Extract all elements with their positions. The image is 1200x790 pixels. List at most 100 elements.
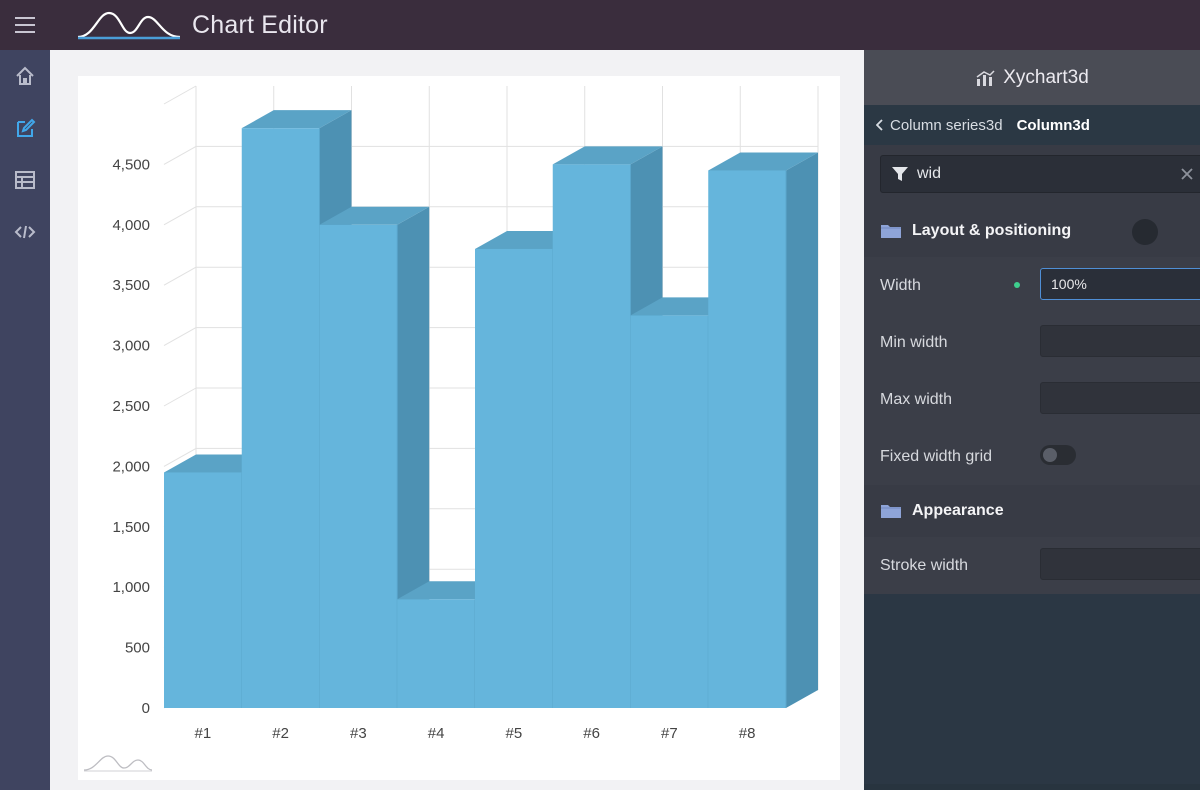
clear-filter-button[interactable] — [1177, 164, 1197, 184]
toggle-knob — [1043, 448, 1057, 462]
table-icon — [15, 171, 35, 189]
logo-wave-icon — [77, 11, 181, 40]
brand: Chart Editor — [76, 4, 328, 46]
x-tick-label: #6 — [583, 725, 600, 742]
chart-canvas: 0 500 1,000 1,500 2,000 2,500 3,000 3,500 4,000 4… — [50, 50, 864, 790]
y-tick-label: 2,000 — [112, 458, 150, 475]
filter-box — [880, 155, 1200, 193]
gridline-depth — [163, 447, 197, 467]
y-tick-label: 1,500 — [112, 519, 150, 536]
filter-input[interactable] — [915, 164, 1159, 184]
layout-properties: Width Min width Max width Fixed width gr… — [864, 257, 1200, 485]
bar-#3 — [319, 206, 430, 709]
app-title: Chart Editor — [192, 10, 328, 39]
x-tick-label: #1 — [195, 725, 212, 742]
y-tick-label: 4,000 — [112, 217, 150, 234]
stroke-width-input[interactable] — [1040, 548, 1200, 580]
y-tick-label: 0 — [142, 700, 150, 717]
breadcrumb-parent: Column series3d — [890, 116, 1003, 134]
gridline-depth — [163, 145, 197, 165]
close-icon — [1181, 168, 1193, 180]
bar-top — [319, 206, 430, 225]
sidebar-item-data[interactable] — [0, 154, 50, 206]
y-tick-label: 2,500 — [112, 398, 150, 415]
filter-bar — [864, 145, 1200, 205]
x-tick-label: #2 — [272, 725, 289, 742]
x-tick-label: #5 — [506, 725, 523, 742]
section-title: Appearance — [912, 502, 1004, 519]
column-3d-chart[interactable]: 0 500 1,000 1,500 2,000 2,500 3,000 3,500 4,000 4… — [78, 76, 840, 780]
filter-icon — [892, 167, 908, 181]
edit-icon — [17, 118, 36, 137]
bar-front — [164, 472, 242, 708]
bar-side — [397, 206, 430, 709]
breadcrumb-back-link[interactable]: Column series3d — [876, 117, 1003, 134]
min-width-label: Min width — [880, 333, 948, 351]
gridline-depth — [163, 206, 197, 226]
xychart-icon — [976, 69, 995, 86]
fixed-width-grid-toggle[interactable] — [1040, 445, 1076, 465]
bar-side — [786, 152, 818, 708]
modified-indicator — [1014, 282, 1020, 288]
bar-top — [552, 146, 663, 165]
bar-top — [241, 110, 352, 129]
sidebar — [0, 50, 50, 790]
breadcrumb: Column series3d Column3d — [864, 105, 1200, 145]
prop-row-fixed-width-grid: Fixed width grid — [864, 428, 1200, 485]
width-input[interactable] — [1040, 268, 1200, 300]
prop-row-width: Width — [864, 257, 1200, 314]
top-bar: Chart Editor — [0, 0, 1200, 50]
bar-front — [552, 164, 631, 708]
y-tick-label: 1,000 — [112, 579, 150, 596]
panel-empty-area — [864, 594, 1200, 784]
section-layout-positioning[interactable]: Layout & positioning — [864, 205, 1200, 257]
bar-#8 — [708, 152, 818, 708]
max-width-input[interactable] — [1040, 382, 1200, 414]
x-tick-label: #8 — [739, 725, 756, 742]
hamburger-icon — [15, 17, 35, 33]
stroke-width-label: Stroke width — [880, 556, 969, 574]
sidebar-item-edit[interactable] — [0, 102, 50, 154]
gridline-depth — [163, 387, 197, 407]
prop-row-stroke-width: Stroke width — [864, 537, 1200, 594]
y-tick-label: 4,500 — [112, 156, 150, 173]
section-title: Layout & positioning — [912, 222, 1072, 239]
bar-front — [241, 128, 320, 708]
folder-icon — [881, 225, 901, 238]
chart-card[interactable]: 0 500 1,000 1,500 2,000 2,500 3,000 3,500 4,000 4… — [78, 76, 840, 780]
prop-row-min-width: Min width — [864, 314, 1200, 371]
chevron-left-icon — [876, 119, 883, 131]
menu-button[interactable] — [0, 0, 50, 50]
bar-front — [708, 170, 786, 708]
section-status-dot — [1132, 219, 1158, 245]
properties-panel: Xychart3d Column series3d Column3d — [864, 50, 1200, 790]
folder-icon — [881, 505, 901, 518]
bar-front — [319, 224, 398, 709]
gridline-depth — [163, 327, 197, 347]
panel-header: Xychart3d — [864, 50, 1200, 105]
x-tick-label: #4 — [428, 725, 445, 742]
y-tick-label: 3,000 — [112, 338, 150, 355]
gridline-depth — [163, 266, 197, 286]
min-width-input[interactable] — [1040, 325, 1200, 357]
y-tick-label: 3,500 — [112, 277, 150, 294]
sidebar-item-code[interactable] — [0, 206, 50, 258]
prop-row-max-width: Max width — [864, 371, 1200, 428]
y-tick-label: 500 — [125, 640, 150, 657]
bar-front — [475, 248, 553, 708]
code-icon — [14, 225, 36, 239]
bar-front — [397, 599, 475, 708]
gridline-depth — [163, 85, 197, 105]
home-icon — [16, 66, 34, 85]
bar-top — [708, 152, 818, 171]
panel-title: Xychart3d — [1003, 66, 1089, 88]
x-tick-label: #7 — [661, 725, 678, 742]
section-appearance[interactable]: Appearance — [864, 485, 1200, 537]
bar-front — [630, 315, 709, 708]
appearance-properties: Stroke width — [864, 537, 1200, 594]
sidebar-item-home[interactable] — [0, 50, 50, 102]
fixed-width-grid-label: Fixed width grid — [880, 447, 993, 465]
x-tick-label: #3 — [350, 725, 367, 742]
max-width-label: Max width — [880, 390, 953, 408]
watermark-logo-icon — [83, 755, 153, 772]
